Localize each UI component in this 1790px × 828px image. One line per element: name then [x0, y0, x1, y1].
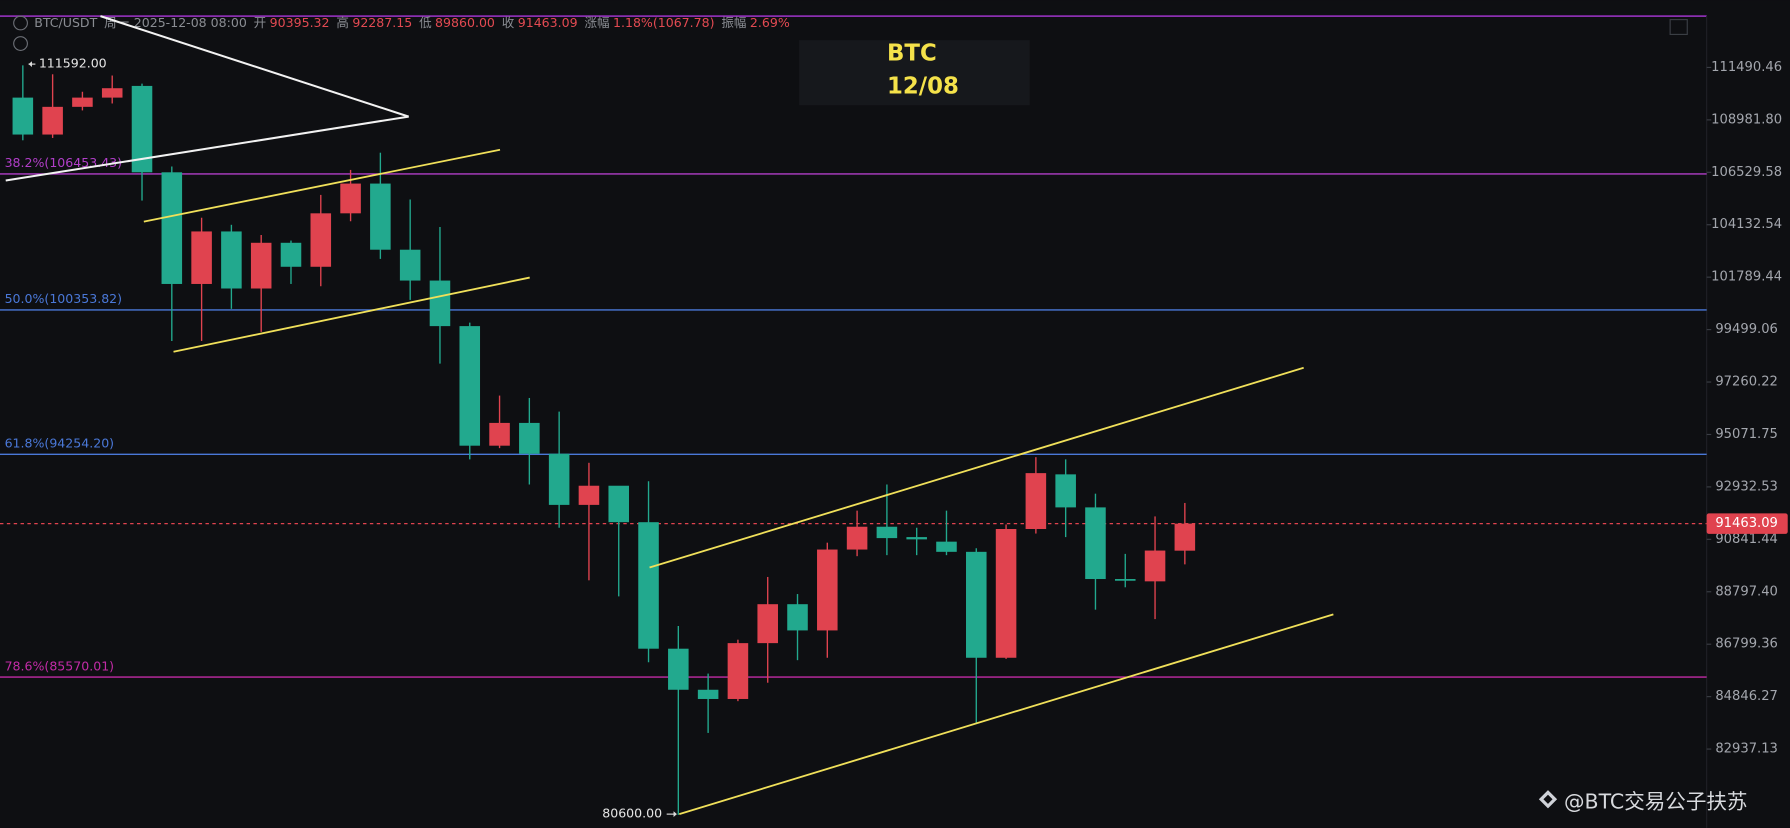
candle-body [489, 422, 510, 446]
header-text: 89860.00 [435, 15, 495, 30]
header-text: 高 [336, 15, 349, 30]
candle-body [429, 280, 451, 327]
candle-body [608, 485, 630, 523]
candle-body [131, 85, 153, 173]
candle-body [519, 422, 540, 454]
candle-body [191, 231, 212, 284]
candle-body [101, 88, 123, 98]
candle-body [1174, 523, 1196, 551]
candle-body [906, 537, 927, 540]
y-tick-label: 97260.22 [1715, 375, 1778, 390]
candle-body [280, 242, 302, 267]
y-tick-label: 111490.46 [1711, 60, 1782, 75]
trendlines [5, 15, 1334, 815]
header-text: 90395.32 [270, 15, 330, 30]
y-tick-label: 108981.80 [1711, 112, 1782, 127]
candle-body [966, 551, 987, 658]
candle-body [161, 172, 183, 284]
candle-body [42, 106, 63, 135]
trendline [100, 15, 410, 118]
candle-body [370, 183, 391, 250]
header-text: 振幅 [721, 15, 746, 30]
trendline [173, 276, 530, 353]
candle-body [578, 485, 600, 505]
candle-body [310, 213, 332, 267]
trendline [143, 148, 501, 223]
header-text: 涨幅 [584, 15, 609, 30]
candle-body [876, 526, 898, 539]
candle-body [1144, 550, 1166, 582]
header-text: 收 [502, 15, 515, 30]
y-tick-label: 95071.75 [1715, 427, 1778, 442]
candle-body [340, 183, 361, 214]
candle-body [995, 528, 1017, 658]
y-tick-label: 84846.27 [1715, 689, 1778, 704]
candle-body [12, 97, 34, 135]
annotation-line: BTC [887, 40, 937, 66]
fib-label: 38.2%(106453.43) [5, 155, 123, 170]
max-label: 111592.00 [39, 56, 107, 71]
header-text: 92287.15 [352, 15, 412, 30]
candle-body [548, 453, 570, 505]
candle-body [1114, 579, 1136, 581]
header-text: 2025-12-08 08:00 [134, 15, 247, 30]
candle-body [221, 231, 242, 289]
fib-label: 50.0%(100353.82) [5, 291, 123, 306]
min-arrow-head [673, 811, 677, 817]
header-text: BTC/USDT [34, 15, 97, 30]
header-text: 2.69% [750, 15, 790, 30]
y-tick-label: 88797.40 [1715, 584, 1778, 599]
header-text: 低 [419, 15, 432, 30]
candle-body [1085, 507, 1106, 580]
candle-body [697, 689, 719, 699]
settings-icon[interactable] [13, 36, 28, 51]
max-arrow-head [28, 61, 32, 67]
trendline [649, 366, 1304, 569]
candle-body [668, 648, 689, 690]
trendline [5, 115, 409, 182]
candle-body [72, 97, 93, 107]
annotation-line: 12/08 [887, 73, 959, 99]
y-tick-label: 92932.53 [1715, 479, 1778, 494]
candle-body [459, 326, 481, 446]
price-tag-label: 91463.09 [1715, 516, 1778, 531]
y-tick-label: 86799.36 [1715, 637, 1778, 652]
watermark-icon [1538, 790, 1558, 809]
y-tick-label: 104132.54 [1711, 217, 1782, 232]
header-text: 开 [254, 15, 267, 30]
trendline [678, 613, 1334, 815]
candle-body [399, 249, 421, 281]
y-tick-label: 101789.44 [1711, 270, 1782, 285]
candle-body [817, 549, 838, 631]
y-tick-label: 82937.13 [1715, 742, 1778, 757]
candle-body [1025, 473, 1047, 529]
header-text: 91463.09 [518, 15, 578, 30]
ohlc-header: BTC/USDT周一2025-12-08 08:00开90395.32高9228… [34, 15, 790, 30]
candle-body [757, 604, 778, 644]
fib-label: 78.6%(85570.01) [5, 658, 115, 673]
min-label: 80600.00 [602, 806, 662, 821]
y-tick-label: 106529.58 [1711, 165, 1782, 180]
candle-body [638, 522, 659, 649]
annotation-box [799, 40, 1030, 106]
price-tag [1706, 513, 1788, 534]
candle-body [727, 643, 749, 699]
candle-body [1055, 474, 1076, 508]
fullscreen-icon[interactable] [1669, 19, 1688, 35]
y-tick-label: 99499.06 [1715, 322, 1778, 337]
candle-body [250, 242, 272, 289]
candle-body [936, 541, 957, 552]
header-text: 1.18%(1067.78) [613, 15, 715, 30]
candle-body [846, 526, 868, 550]
fib-label: 61.8%(94254.20) [5, 436, 115, 451]
candle-body [787, 604, 808, 631]
watermark: @BTC交易公子扶苏 [1564, 790, 1747, 814]
y-tick-label: 90841.44 [1715, 532, 1778, 547]
collapse-icon[interactable] [13, 15, 28, 31]
